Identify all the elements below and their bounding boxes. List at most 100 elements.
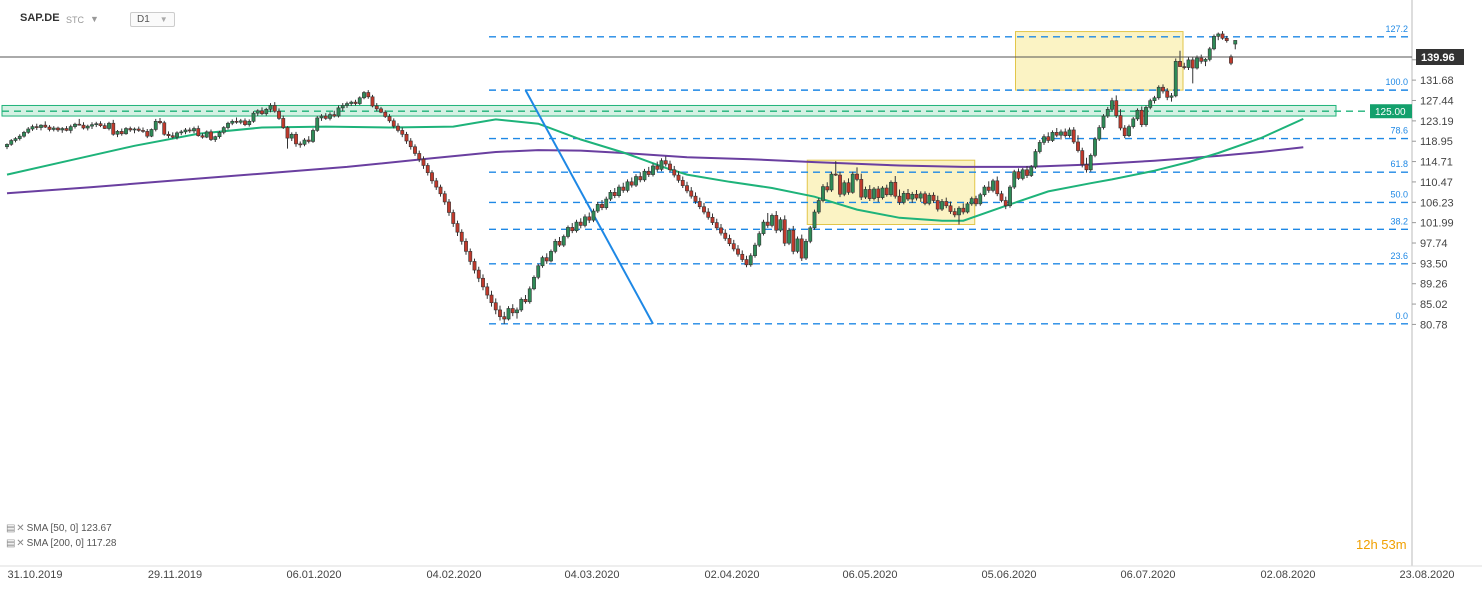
candle [659, 158, 664, 172]
candle-body [1229, 56, 1233, 64]
candle-body [200, 135, 205, 138]
candle [332, 110, 337, 118]
candle-body [1122, 127, 1127, 137]
candle-body [34, 126, 39, 128]
candle [43, 121, 48, 129]
candle [651, 163, 655, 177]
candle [47, 125, 52, 132]
candle [115, 129, 120, 138]
candle-body [753, 244, 757, 256]
candle [200, 133, 205, 139]
candle-body [872, 188, 876, 199]
fib-label-61.8: 61.8 [1390, 159, 1408, 169]
candle [396, 123, 400, 133]
candle [196, 125, 201, 137]
candle-body [328, 114, 332, 119]
candle [238, 118, 243, 125]
candle-body [816, 200, 821, 213]
candle-body [927, 194, 932, 204]
candle-body [714, 222, 719, 229]
candle-body [442, 193, 447, 203]
candle [634, 174, 638, 188]
candle-body [192, 128, 196, 132]
candle [850, 171, 855, 194]
candle [931, 192, 936, 203]
candle [370, 94, 375, 108]
candle [357, 96, 362, 105]
candle-body [1046, 136, 1051, 141]
candle [672, 165, 677, 178]
candle [506, 306, 511, 321]
candle [1080, 147, 1085, 168]
candle-body [914, 193, 919, 199]
candle [221, 126, 226, 135]
candle [319, 114, 324, 121]
candle-body [595, 204, 600, 212]
candle [838, 171, 842, 198]
candle [1220, 31, 1225, 40]
candle-body [757, 233, 762, 246]
candle-body [387, 116, 392, 122]
candle-body [90, 124, 94, 127]
candle [323, 113, 328, 120]
candle [277, 108, 281, 120]
candle [812, 209, 817, 230]
legend-sma200[interactable]: ▤ ✕ SMA [200, 0] 117.28 [6, 538, 117, 549]
legend-sma50[interactable]: ▤ ✕ SMA [50, 0] 123.67 [6, 523, 112, 534]
candle [60, 127, 65, 133]
candle-body [850, 173, 855, 193]
candle-body [430, 172, 434, 182]
candle [778, 217, 783, 233]
candle [736, 245, 740, 257]
candle-body [438, 186, 443, 195]
candle-body [748, 255, 753, 266]
candle-body [85, 125, 90, 129]
consolidation-box-2 [1015, 31, 1184, 91]
candle [22, 130, 26, 138]
candle-body [226, 122, 230, 128]
symbol-dropdown-icon[interactable]: ▼ [90, 14, 99, 24]
candle [740, 250, 745, 262]
candle [404, 131, 409, 144]
candle-body [952, 211, 957, 216]
candle [145, 128, 150, 139]
candle [612, 188, 617, 199]
candle [595, 201, 600, 213]
candle [213, 135, 218, 142]
candle-body [961, 207, 966, 213]
candle-body [1093, 138, 1097, 156]
candle-body [901, 192, 906, 203]
candle-body [629, 181, 634, 186]
candle-body [1025, 169, 1029, 176]
candle-body [859, 179, 864, 198]
candle [901, 190, 906, 205]
candle-body [765, 221, 770, 226]
candle-body [243, 120, 247, 125]
candle-body [68, 126, 73, 131]
candle [1097, 125, 1102, 141]
candle-body [47, 126, 52, 130]
candle-body [1012, 171, 1017, 188]
timeframe-dropdown-icon[interactable]: ▼ [159, 15, 168, 24]
candle [604, 196, 609, 210]
timeframe-select[interactable]: D1 ▼ [130, 12, 175, 27]
candle [264, 107, 269, 116]
candle [438, 184, 443, 197]
candle [141, 127, 145, 133]
symbol-sub-label: STC [66, 15, 84, 25]
candle-body [464, 240, 468, 252]
candle-body [833, 173, 838, 176]
candle [34, 123, 39, 130]
indicator-settings-icon: ▤ ✕ [6, 523, 25, 534]
candle-body [782, 219, 787, 244]
candle-body [744, 259, 749, 266]
candle-body [302, 139, 307, 145]
fib-label-100.0: 100.0 [1385, 77, 1408, 87]
y-tick-label: 93.50 [1420, 258, 1448, 270]
symbol-label[interactable]: SAP.DE [20, 12, 60, 24]
candle-body [1212, 36, 1216, 50]
candle-body [1173, 61, 1178, 97]
candle-body [1178, 61, 1182, 67]
candle [600, 200, 604, 211]
